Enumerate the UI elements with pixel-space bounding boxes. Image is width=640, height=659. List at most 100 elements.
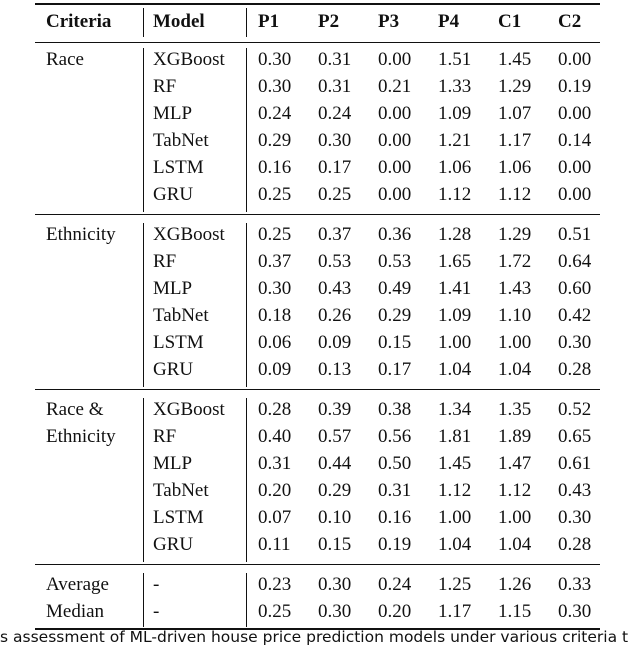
metric-value: 0.60 — [558, 278, 592, 299]
metric-value: 1.15 — [498, 601, 532, 622]
model-name: LSTM — [153, 507, 204, 528]
metric-value: 1.33 — [438, 76, 472, 97]
metric-value: 0.11 — [258, 534, 291, 555]
metric-value: 0.49 — [378, 278, 412, 299]
metric-value: 0.19 — [378, 534, 412, 555]
metric-value: 0.38 — [378, 399, 412, 420]
metric-value: 0.50 — [378, 453, 412, 474]
metric-value: 1.26 — [498, 574, 532, 595]
metric-value: 1.07 — [498, 103, 532, 124]
column-header: Model — [153, 11, 205, 32]
rule — [35, 3, 600, 5]
metric-value: 0.07 — [258, 507, 292, 528]
metric-value: 0.30 — [258, 278, 292, 299]
column-header: Criteria — [46, 11, 112, 32]
model-name: TabNet — [153, 130, 209, 151]
model-name: RF — [153, 426, 177, 447]
model-name: XGBoost — [153, 49, 225, 70]
metric-value: 0.09 — [258, 359, 292, 380]
metric-value: 0.00 — [378, 103, 412, 124]
metric-value: 1.00 — [498, 332, 532, 353]
metric-value: 1.47 — [498, 453, 532, 474]
model-name: GRU — [153, 534, 194, 555]
metric-value: 1.10 — [498, 305, 532, 326]
metric-value: 0.20 — [378, 601, 412, 622]
column-divider — [246, 8, 247, 37]
metric-value: 0.00 — [558, 103, 592, 124]
metric-value: 0.39 — [318, 399, 352, 420]
metric-value: 1.12 — [498, 184, 532, 205]
metric-value: 0.57 — [318, 426, 352, 447]
metric-value: 0.00 — [558, 157, 592, 178]
column-divider — [143, 223, 144, 387]
metric-value: 0.25 — [258, 224, 292, 245]
metric-value: 0.00 — [558, 49, 592, 70]
metric-value: 1.04 — [498, 359, 532, 380]
metric-value: 0.15 — [318, 534, 352, 555]
model-name: RF — [153, 251, 177, 272]
metric-value: 1.12 — [438, 184, 472, 205]
model-name: XGBoost — [153, 224, 225, 245]
metric-value: 0.37 — [318, 224, 352, 245]
metric-value: 1.29 — [498, 76, 532, 97]
metric-value: 0.36 — [378, 224, 412, 245]
rule — [35, 42, 600, 43]
metric-value: 1.45 — [438, 453, 472, 474]
metric-value: 0.00 — [378, 49, 412, 70]
metric-value: 0.00 — [378, 130, 412, 151]
model-name: LSTM — [153, 332, 204, 353]
column-divider — [246, 573, 247, 627]
metric-value: 1.65 — [438, 251, 472, 272]
metric-value: 0.43 — [558, 480, 592, 501]
metric-value: 0.25 — [318, 184, 352, 205]
metric-value: 0.00 — [378, 184, 412, 205]
model-name: LSTM — [153, 157, 204, 178]
metric-value: 0.30 — [558, 332, 592, 353]
metric-value: 0.29 — [318, 480, 352, 501]
criteria-label: Race & Ethnicity — [46, 399, 116, 447]
metric-value: 1.00 — [438, 332, 472, 353]
metric-value: 1.25 — [438, 574, 472, 595]
metric-value: 0.17 — [318, 157, 352, 178]
metric-value: 0.31 — [378, 480, 412, 501]
summary-label: Median — [46, 601, 105, 622]
criteria-label: Ethnicity — [46, 224, 116, 245]
metric-value: 0.18 — [258, 305, 292, 326]
metric-value: 0.43 — [318, 278, 352, 299]
metric-value: 1.00 — [438, 507, 472, 528]
metric-value: 1.89 — [498, 426, 532, 447]
column-divider — [246, 398, 247, 562]
metric-value: 1.41 — [438, 278, 472, 299]
rule — [35, 214, 600, 215]
column-header: C2 — [558, 11, 582, 32]
metric-value: 0.30 — [558, 507, 592, 528]
model-name: MLP — [153, 278, 193, 299]
metric-value: 1.12 — [438, 480, 472, 501]
metric-value: 1.17 — [438, 601, 472, 622]
column-divider — [143, 48, 144, 212]
metric-value: 0.17 — [378, 359, 412, 380]
metric-value: 1.04 — [438, 359, 472, 380]
metric-value: 0.09 — [318, 332, 352, 353]
column-divider — [143, 8, 144, 37]
metric-value: 0.31 — [258, 453, 292, 474]
metric-value: 1.51 — [438, 49, 472, 70]
model-name: MLP — [153, 103, 193, 124]
metric-value: 0.24 — [318, 103, 352, 124]
model-name: TabNet — [153, 305, 209, 326]
metric-value: 0.42 — [558, 305, 592, 326]
metric-value: 1.43 — [498, 278, 532, 299]
metric-value: 1.04 — [498, 534, 532, 555]
metric-value: 1.35 — [498, 399, 532, 420]
metric-value: 0.25 — [258, 601, 292, 622]
column-divider — [246, 223, 247, 387]
rule — [35, 564, 600, 565]
metric-value: 0.53 — [318, 251, 352, 272]
metric-value: 0.28 — [558, 359, 592, 380]
metric-value: 1.28 — [438, 224, 472, 245]
metric-value: 0.56 — [378, 426, 412, 447]
metric-value: 0.24 — [258, 103, 292, 124]
model-name: XGBoost — [153, 399, 225, 420]
column-divider — [246, 48, 247, 212]
metric-value: 0.30 — [318, 601, 352, 622]
